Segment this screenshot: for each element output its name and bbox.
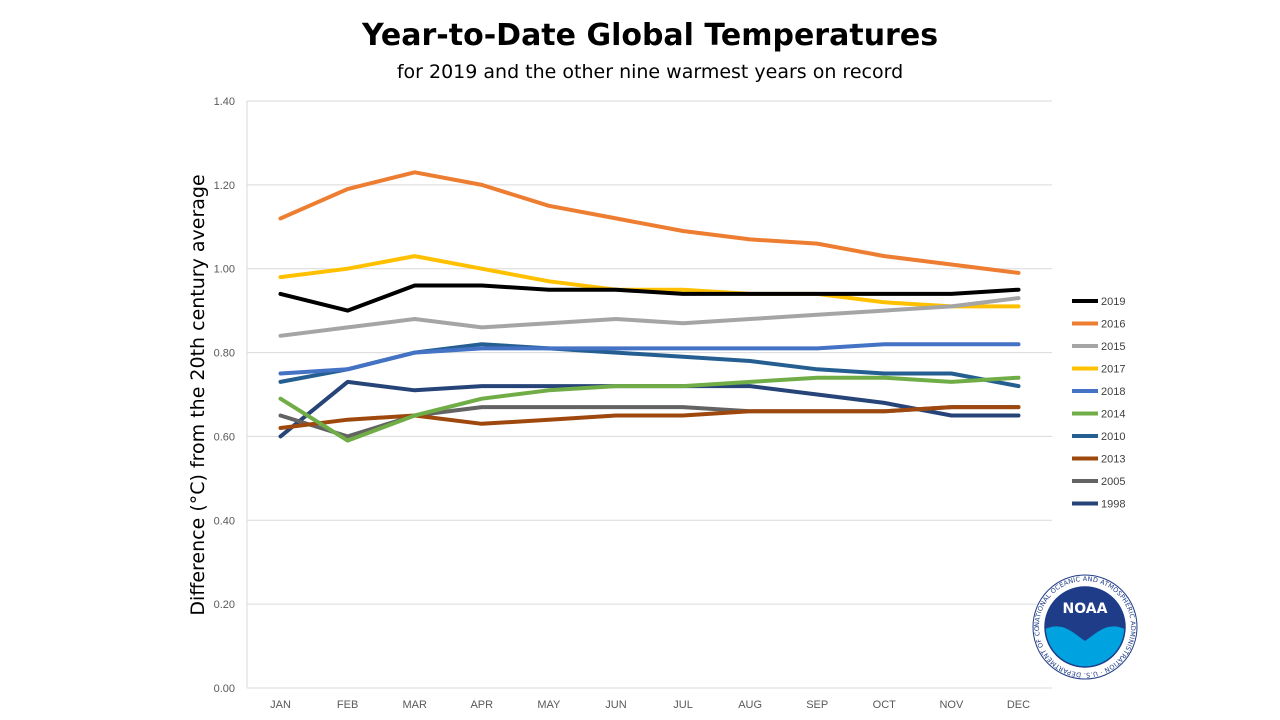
logo-wordmark: NOAA: [1063, 601, 1108, 617]
series-line-2015: [278, 296, 1021, 338]
y-tick-label: 0.20: [214, 599, 235, 611]
legend-label: 2010: [1101, 431, 1125, 443]
legend-label: 2019: [1101, 296, 1125, 308]
y-tick-label: 0.80: [214, 348, 235, 360]
series-lines: [278, 170, 1021, 443]
series-line-2014: [278, 375, 1021, 443]
legend-label: 2013: [1101, 454, 1125, 466]
x-tick-label: MAR: [402, 699, 427, 711]
y-tick-label: 1.40: [214, 96, 235, 108]
legend-label: 2014: [1101, 409, 1125, 421]
legend-label: 2017: [1101, 364, 1125, 376]
legend-label: 2005: [1101, 476, 1125, 488]
series-line-2019: [278, 283, 1021, 313]
x-tick-label: DEC: [1007, 699, 1030, 711]
y-tick-label: 0.00: [214, 683, 235, 695]
legend-label: 1998: [1101, 499, 1125, 511]
series-line-2013: [278, 405, 1021, 430]
y-tick-label: 0.40: [214, 515, 235, 527]
x-tick-label: SEP: [806, 699, 828, 711]
x-tick-label: FEB: [337, 699, 358, 711]
chart-subtitle: for 2019 and the other nine warmest year…: [397, 61, 903, 83]
legend-label: 2016: [1101, 319, 1125, 331]
x-tick-label: APR: [470, 699, 493, 711]
series-line-2017: [278, 254, 1021, 309]
y-tick-label: 0.60: [214, 431, 235, 443]
x-tick-label: JUL: [673, 699, 693, 711]
x-axis-ticks: JAN FEB MAR APR MAY JUN JUL AUG SEP OCT NOV DEC: [270, 699, 1030, 711]
noaa-logo-icon: NATIONAL OCEANIC AND ATMOSPHERIC ADMINIS…: [1032, 574, 1138, 680]
gridlines: [246, 100, 1052, 689]
legend-label: 2015: [1101, 341, 1125, 353]
series-line-2016: [278, 170, 1021, 275]
y-axis-label: Difference (°C) from the 20th century av…: [187, 174, 209, 615]
y-tick-label: 1.00: [214, 264, 235, 276]
x-tick-label: JUN: [605, 699, 626, 711]
legend-label: 2018: [1101, 386, 1125, 398]
x-tick-label: NOV: [939, 699, 964, 711]
chart-title: Year-to-Date Global Temperatures: [361, 18, 938, 53]
y-axis-ticks: 0.00 0.20 0.40 0.60 0.80 1.00 1.20 1.40: [214, 96, 235, 695]
x-tick-label: JAN: [270, 699, 291, 711]
y-tick-label: 1.20: [214, 180, 235, 192]
legend: 2019 2016 2015 2017 2018 2014 2010 2013 2005 1998: [1072, 296, 1125, 511]
x-tick-label: OCT: [873, 699, 897, 711]
x-tick-label: AUG: [738, 699, 762, 711]
series-line-2018: [278, 342, 1021, 376]
x-tick-label: MAY: [537, 699, 561, 711]
